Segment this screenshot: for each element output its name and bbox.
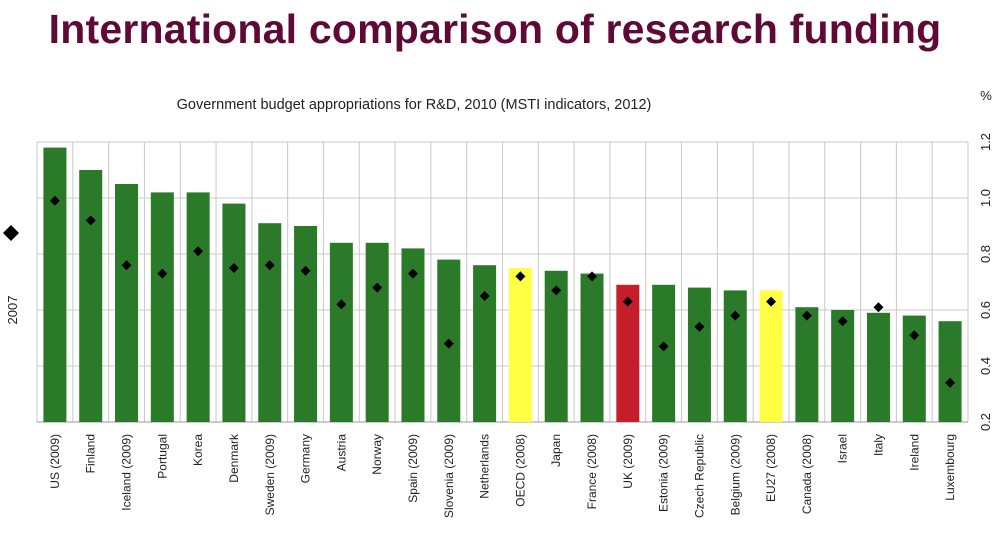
bar xyxy=(365,242,389,422)
bar xyxy=(150,192,174,422)
marker-2007 xyxy=(694,321,705,332)
bar xyxy=(616,284,640,422)
bar xyxy=(687,287,711,422)
y-tick-label: 0.6 xyxy=(978,301,993,319)
x-tick-label: Czech Republic xyxy=(692,434,706,518)
x-tick-label: Estonia (2009) xyxy=(657,434,671,512)
x-tick-label: Netherlands xyxy=(478,434,492,499)
marker-2007 xyxy=(121,260,132,271)
x-tick-label: Sweden (2009) xyxy=(263,434,277,515)
x-tick-label: Canada (2008) xyxy=(800,434,814,514)
x-tick-label: Korea xyxy=(191,434,205,466)
x-tick-label: Italy xyxy=(871,434,885,456)
bar xyxy=(831,310,855,422)
marker-2007 xyxy=(264,260,275,271)
x-tick-label: Norway xyxy=(370,434,384,475)
marker-2007 xyxy=(587,271,598,282)
bar xyxy=(759,290,783,422)
x-tick-label: Austria xyxy=(334,434,348,472)
marker-2007 xyxy=(801,310,812,321)
marker-2007 xyxy=(336,299,347,310)
y-tick-label: 1.2 xyxy=(978,133,993,151)
y-tick-label: 0.4 xyxy=(978,357,993,375)
bar xyxy=(258,223,282,422)
x-tick-label: Israel xyxy=(836,434,850,463)
x-tick-label: Luxembourg xyxy=(943,434,957,501)
bar xyxy=(723,290,747,422)
x-tick-label: Belgium (2009) xyxy=(728,434,742,515)
bar xyxy=(401,248,425,422)
marker-2007 xyxy=(658,341,669,352)
bar xyxy=(186,192,210,422)
bar xyxy=(652,284,676,422)
y-axis-unit: % xyxy=(980,88,992,103)
x-tick-label: Germany xyxy=(299,434,313,483)
marker-2007 xyxy=(766,296,777,307)
bar xyxy=(508,268,532,422)
marker-2007 xyxy=(85,215,96,226)
marker-2007 xyxy=(407,268,418,279)
marker-2007 xyxy=(837,316,848,327)
legend-marker-icon xyxy=(3,225,19,241)
marker-2007 xyxy=(49,195,60,206)
marker-2007 xyxy=(515,271,526,282)
marker-2007 xyxy=(909,330,920,341)
y-tick-label: 0.8 xyxy=(978,245,993,263)
bar xyxy=(473,265,497,422)
marker-2007 xyxy=(945,377,956,388)
bar xyxy=(79,170,103,422)
x-tick-label: Spain (2009) xyxy=(406,434,420,503)
x-tick-label: France (2008) xyxy=(585,434,599,509)
marker-2007 xyxy=(193,246,204,257)
bar xyxy=(43,147,67,422)
bar xyxy=(544,270,568,422)
y-tick-label: 1.0 xyxy=(978,189,993,207)
marker-2007 xyxy=(443,338,454,349)
bar xyxy=(580,273,604,422)
x-tick-label: Ireland xyxy=(907,434,921,471)
x-tick-label: US (2009) xyxy=(48,434,62,489)
slide-title: International comparison of research fun… xyxy=(48,6,942,52)
marker-2007 xyxy=(730,310,741,321)
marker-2007 xyxy=(228,263,239,273)
bar xyxy=(938,321,962,422)
bar xyxy=(329,242,353,422)
x-tick-label: Slovenia (2009) xyxy=(442,434,456,518)
x-tick-label: UK (2009) xyxy=(621,434,635,489)
marker-2007 xyxy=(300,265,311,276)
marker-layer xyxy=(49,195,956,388)
marker-2007 xyxy=(372,282,383,293)
bar xyxy=(294,226,318,422)
marker-2007 xyxy=(479,291,490,301)
grid-layer xyxy=(36,141,969,423)
label-layer: 0.2 0.4 0.6 0.8 1.0 1.2 US (2009) Finland Icelan… xyxy=(48,133,993,518)
marker-2007 xyxy=(157,268,168,279)
bar xyxy=(902,315,926,422)
x-tick-label: Denmark xyxy=(227,433,241,483)
y-tick-label: 0.2 xyxy=(978,413,993,431)
bar xyxy=(795,307,819,422)
x-tick-label: OECD (2008) xyxy=(513,434,527,507)
legend: 2007 xyxy=(3,225,20,324)
x-tick-label: Japan xyxy=(549,434,563,467)
chart-title: Government budget appropriations for R&D… xyxy=(177,97,652,113)
marker-2007 xyxy=(551,285,562,296)
x-tick-label: Iceland (2009) xyxy=(120,434,134,511)
marker-2007 xyxy=(622,296,633,307)
x-tick-label: EU27 (2008) xyxy=(764,434,778,502)
bar xyxy=(222,203,246,422)
bar xyxy=(115,184,139,422)
legend-label: 2007 xyxy=(5,296,20,325)
x-tick-label: Portugal xyxy=(155,434,169,479)
bar-layer xyxy=(43,147,962,422)
marker-2007 xyxy=(873,302,884,313)
bar xyxy=(866,312,890,422)
x-tick-label: Finland xyxy=(84,434,98,473)
